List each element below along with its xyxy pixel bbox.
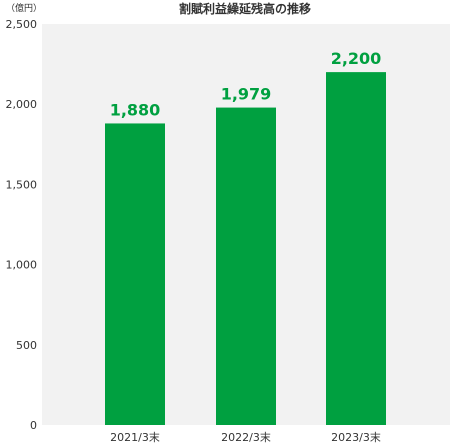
chart-title: 割賦利益繰延残高の推移 [179,1,311,16]
y-tick-label: 500 [16,339,37,352]
y-tick-label: 2,000 [6,98,38,111]
x-tick-label: 2023/3末 [331,430,381,444]
y-axis-ticks: 0 500 1,000 1,500 2,000 2,500 [6,18,38,432]
y-tick-label: 2,500 [6,18,38,31]
x-axis-labels: 2021/3末 2022/3末 2023/3末 [110,430,381,444]
data-label: 1,979 [221,85,272,104]
bar [105,123,165,425]
y-tick-label: 1,000 [6,259,38,272]
y-axis-unit-label: （億円） [6,2,42,14]
bars-group [105,72,386,426]
data-labels-group: 1,880 1,979 2,200 [110,49,382,119]
data-label: 1,880 [110,100,161,119]
data-label: 2,200 [331,49,382,68]
x-tick-label: 2021/3末 [110,430,160,444]
y-tick-label: 1,500 [6,178,38,191]
bar [326,72,386,426]
y-tick-label: 0 [30,419,37,432]
x-tick-label: 2022/3末 [221,430,271,444]
bar [216,107,276,426]
